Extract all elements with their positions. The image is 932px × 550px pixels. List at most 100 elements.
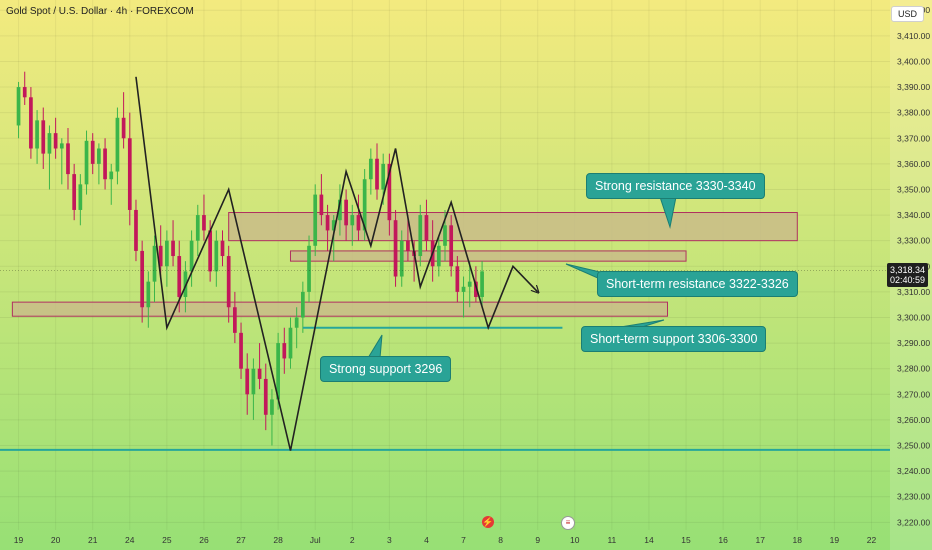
price-tick-label: 3,370.00 (897, 133, 930, 143)
time-tick-label: 3 (387, 535, 392, 545)
candle-body (461, 286, 466, 292)
zone-rect (228, 212, 798, 242)
time-tick-label: 19 (830, 535, 840, 545)
time-tick-label: 8 (498, 535, 503, 545)
candle-body (276, 343, 280, 400)
candle-body (418, 215, 423, 257)
price-tick-label: 3,390.00 (897, 82, 930, 92)
short-term-resistance-label[interactable]: Short-term resistance 3322-3326 (597, 271, 798, 297)
time-tick-label: 16 (718, 535, 728, 545)
time-tick-label: 11 (607, 535, 616, 545)
candle-body (72, 174, 77, 210)
candle-body (146, 281, 151, 308)
candle-body (338, 199, 342, 221)
candle-body (480, 271, 484, 298)
time-tick-label: 9 (535, 535, 540, 545)
time-tick-label: 24 (125, 535, 135, 545)
candle-body (208, 230, 212, 272)
price-tick-label: 3,250.00 (897, 441, 930, 451)
candle-body (436, 245, 441, 267)
candle-body (35, 120, 39, 149)
candle-body (455, 266, 460, 292)
us-flag-icon[interactable]: ≡ (561, 516, 575, 530)
time-tick-label: Jul (310, 535, 321, 545)
candle-body (313, 194, 318, 246)
candle-body (177, 256, 182, 298)
zone-rect (289, 250, 687, 262)
price-tick-label: 3,260.00 (897, 415, 930, 425)
candle-body (226, 256, 231, 308)
candle-body (115, 117, 120, 172)
candle-body (406, 240, 410, 251)
candle-body (78, 184, 83, 210)
time-tick-label: 4 (424, 535, 429, 545)
candle-body (158, 245, 163, 267)
candle-body (195, 215, 200, 241)
time-tick-label: 28 (273, 535, 283, 545)
price-tick-label: 3,230.00 (897, 492, 930, 502)
candle-body (121, 117, 126, 139)
price-tick-label: 3,240.00 (897, 466, 930, 476)
strong-resistance-label[interactable]: Strong resistance 3330-3340 (586, 173, 765, 199)
price-tick-label: 3,340.00 (897, 210, 930, 220)
candle-body (134, 209, 138, 251)
time-tick-label: 25 (162, 535, 172, 545)
time-tick-label: 22 (867, 535, 877, 545)
candle-body (103, 148, 107, 180)
candle-body (350, 215, 355, 226)
candle-body (233, 307, 237, 333)
candle-body (202, 215, 206, 231)
candle-body (84, 140, 89, 185)
candle-body (381, 163, 386, 190)
last-price-tag: 3,318.34 02:40:59 (886, 262, 928, 287)
candle-body (22, 87, 27, 98)
candle-body (251, 368, 256, 395)
candle-body (393, 220, 398, 277)
countdown-timer: 02:40:59 (889, 274, 925, 285)
candle-body (97, 148, 101, 164)
candles-layer (16, 71, 484, 446)
time-tick-label: 17 (755, 535, 765, 545)
price-tick-label: 3,220.00 (897, 517, 930, 527)
candle-body (171, 240, 175, 257)
candle-body (152, 245, 157, 282)
last-price-value: 3,318.34 (889, 264, 925, 275)
candle-body (282, 343, 287, 359)
candle-body (288, 327, 293, 359)
strong-support-label[interactable]: Strong support 3296 (320, 356, 452, 382)
candle-body (375, 158, 379, 190)
candle-body (220, 240, 225, 257)
candle-body (362, 179, 367, 231)
lightning-icon[interactable]: ⚡ (482, 516, 494, 528)
candle-body (368, 158, 373, 180)
time-tick-label: 26 (199, 535, 209, 545)
time-tick-label: 15 (681, 535, 691, 545)
candle-body (109, 171, 114, 180)
candle-body (467, 281, 472, 287)
candle-body (300, 291, 305, 318)
price-tick-label: 3,330.00 (897, 236, 930, 246)
price-tick-label: 3,290.00 (897, 338, 930, 348)
candle-body (66, 143, 70, 175)
candle-body (29, 97, 33, 149)
candle-body (214, 240, 219, 272)
candle-body (165, 240, 169, 267)
candle-body (424, 215, 429, 241)
price-tick-label: 3,350.00 (897, 184, 930, 194)
price-tick-label: 3,300.00 (897, 312, 930, 322)
chart-title: Gold Spot / U.S. Dollar · 4h · FOREXCOM (6, 6, 194, 17)
short-term-support-label[interactable]: Short-term support 3306-3300 (581, 326, 767, 352)
candle-body (41, 120, 46, 154)
currency-button[interactable]: USD (890, 6, 924, 22)
candle-body (245, 368, 250, 395)
time-axis[interactable]: 19 20 21 24 25 26 27 28 Jul 2 3 4 7 8 9 10 11 14 15 16 17 18 1… (14, 535, 877, 545)
time-tick-label: 7 (461, 535, 466, 545)
price-tick-label: 3,280.00 (897, 364, 930, 374)
candle-body (325, 215, 330, 231)
time-tick-label: 2 (350, 535, 355, 545)
candle-body (59, 143, 64, 149)
candle-body (307, 245, 311, 292)
candle-body (449, 225, 454, 267)
price-tick-label: 3,310.00 (897, 287, 930, 297)
candle-body (47, 133, 52, 154)
